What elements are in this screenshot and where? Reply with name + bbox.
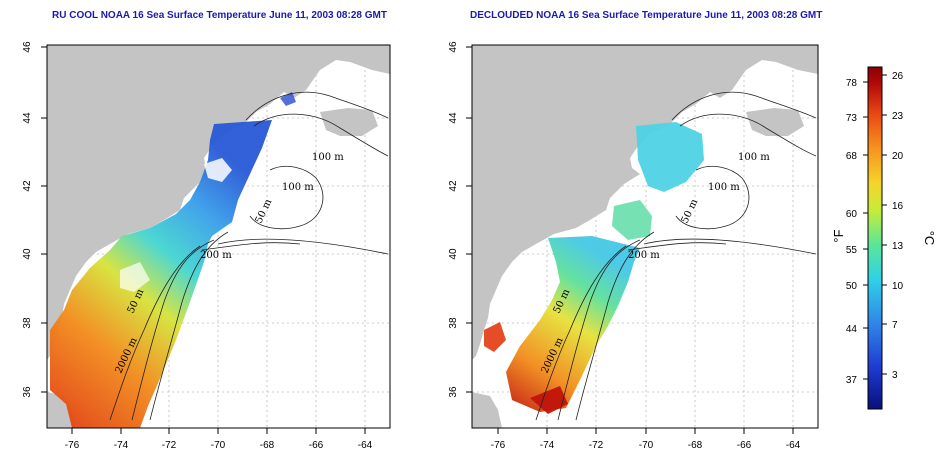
left-lon-tick-64: -64	[358, 440, 373, 451]
right-lat-tick-40: 40	[448, 248, 459, 260]
right-lon-tick-64: -64	[786, 440, 801, 451]
left-contour-label-100m-a: 100 m	[312, 152, 344, 163]
right-contour-label-200m: 200 m	[628, 250, 660, 261]
left-lon-tick-76: -76	[65, 440, 80, 451]
colorbar-celsius-label: °C	[922, 231, 937, 246]
right-lat-tick-38: 38	[448, 317, 459, 329]
colorbar-c-tick-3: 3	[892, 370, 898, 381]
left-lat-tick-44: 44	[22, 112, 33, 124]
left-sst-swath	[50, 120, 272, 428]
colorbar-f-tick-50: 50	[846, 281, 858, 292]
right-lon-tick-74: -74	[540, 440, 555, 451]
right-lat-tick-42: 42	[448, 180, 459, 192]
right-sst-swath	[506, 236, 640, 412]
colorbar-f-tick-73: 73	[846, 113, 858, 124]
right-contour-label-100m-a: 100 m	[738, 152, 770, 163]
right-lon-tick-70: -70	[639, 440, 654, 451]
colorbar	[867, 66, 883, 410]
right-map-frame	[471, 44, 819, 429]
left-lat-tick-40: 40	[22, 248, 33, 260]
left-lon-tick-74: -74	[114, 440, 129, 451]
colorbar-f-tick-37: 37	[846, 375, 858, 386]
colorbar-c-tick-7: 7	[892, 320, 898, 331]
left-contour-label-200m: 200 m	[200, 250, 232, 261]
colorbar-f-tick-68: 68	[846, 151, 858, 162]
left-contour-label-100m-b: 100 m	[282, 182, 314, 193]
colorbar-c-tick-13: 13	[892, 241, 904, 252]
left-lon-tick-68: -68	[260, 440, 275, 451]
colorbar-c-tick-26: 26	[892, 71, 904, 82]
colorbar-f-tick-55: 55	[846, 245, 858, 256]
left-map: 100 m 100 m 50 m 200 m 50 m 2000 m	[47, 45, 390, 428]
right-sst-patch-north	[636, 122, 704, 192]
right-contour-label-100m-b: 100 m	[708, 182, 740, 193]
colorbar-fahrenheit-label: °F	[831, 229, 846, 242]
colorbar-f-tick-78: 78	[846, 78, 858, 89]
right-lon-tick-68: -68	[688, 440, 703, 451]
colorbar-c-tick-16: 16	[892, 201, 904, 212]
right-lat-tick-46: 46	[448, 41, 459, 53]
right-map: 100 m 100 m 50 m 200 m 50 m 2000 m	[472, 45, 818, 428]
right-lon-tick-66: -66	[737, 440, 752, 451]
right-lon-tick-72: -72	[589, 440, 604, 451]
colorbar-c-tick-20: 20	[892, 151, 904, 162]
left-lat-tick-42: 42	[22, 180, 33, 192]
right-lat-tick-44: 44	[448, 112, 459, 124]
left-lon-tick-72: -72	[162, 440, 177, 451]
right-lon-tick-76: -76	[491, 440, 506, 451]
left-lon-tick-70: -70	[211, 440, 226, 451]
left-bathymetry	[109, 91, 389, 421]
colorbar-f-tick-60: 60	[846, 209, 858, 220]
colorbar-f-tick-44: 44	[846, 324, 858, 335]
left-lat-tick-38: 38	[22, 317, 33, 329]
left-map-title: RU COOL NOAA 16 Sea Surface Temperature …	[52, 10, 387, 21]
right-bathymetry	[535, 91, 817, 421]
colorbar-c-tick-23: 23	[892, 111, 904, 122]
right-lat-tick-36: 36	[448, 386, 459, 398]
left-lat-tick-36: 36	[22, 386, 33, 398]
right-map-title: DECLOUDED NOAA 16 Sea Surface Temperatur…	[470, 10, 823, 21]
left-lon-tick-66: -66	[309, 440, 324, 451]
colorbar-c-tick-10: 10	[892, 281, 904, 292]
left-lat-tick-46: 46	[22, 41, 33, 53]
right-land	[472, 45, 818, 360]
left-land	[47, 45, 390, 360]
